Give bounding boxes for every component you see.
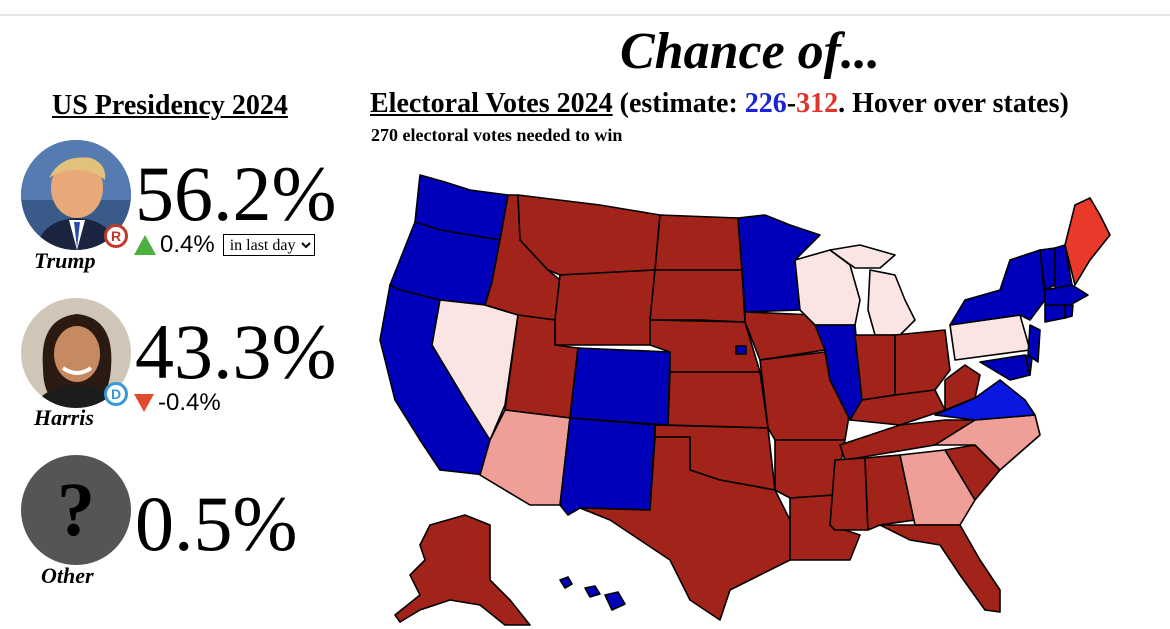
- trump-change-value: 0.4%: [160, 231, 215, 258]
- state-connecticut[interactable]: [1044, 304, 1066, 323]
- other-avatar: ?: [21, 455, 131, 565]
- other-percent: 0.5%: [135, 480, 298, 567]
- up-arrow-icon: [134, 235, 156, 255]
- state-new-york[interactable]: [949, 249, 1046, 326]
- state-delaware[interactable]: [1024, 354, 1033, 376]
- rep-electoral-votes: 312: [796, 88, 839, 119]
- electoral-title-underlined: Electoral Votes 2024: [370, 88, 613, 119]
- harris-name: Harris: [34, 405, 94, 430]
- trump-percent: 56.2%: [135, 150, 337, 237]
- state-colorado[interactable]: [569, 347, 671, 426]
- harris-avatar: [21, 298, 131, 408]
- trump-name: Trump: [34, 248, 96, 273]
- state-new-jersey[interactable]: [1027, 324, 1041, 363]
- state-texas[interactable]: [579, 436, 791, 621]
- state-indiana[interactable]: [854, 334, 896, 401]
- state-michigan[interactable]: [867, 269, 916, 336]
- democrat-badge: D: [104, 382, 128, 406]
- state-rhode-island[interactable]: [1064, 304, 1074, 319]
- votes-needed-text: 270 electoral votes needed to win: [371, 125, 623, 145]
- state-west-virginia[interactable]: [944, 364, 981, 411]
- state-mississippi[interactable]: [829, 457, 869, 531]
- period-select[interactable]: in last day: [222, 234, 315, 256]
- state-michigan-upper[interactable]: [829, 244, 896, 269]
- state-kansas[interactable]: [667, 371, 769, 429]
- harris-change-value: -0.4%: [158, 389, 221, 416]
- harris-change: -0.4%: [134, 389, 221, 417]
- state-alabama[interactable]: [864, 454, 916, 531]
- top-divider: [0, 14, 1170, 16]
- state-maryland[interactable]: [979, 354, 1031, 381]
- state-hawaii[interactable]: [559, 576, 626, 611]
- electoral-votes-title: Electoral Votes 2024 (estimate: 226-312.…: [370, 88, 1069, 120]
- dem-electoral-votes: 226: [744, 88, 787, 119]
- harris-percent: 43.3%: [135, 308, 337, 395]
- state-alaska[interactable]: [394, 514, 531, 626]
- down-arrow-icon: [134, 394, 154, 412]
- republican-badge: R: [104, 224, 128, 248]
- estimate-label: (estimate:: [612, 88, 745, 119]
- question-mark-icon: ?: [57, 468, 95, 552]
- state-iowa[interactable]: [744, 311, 826, 361]
- state-massachusetts[interactable]: [1044, 284, 1089, 306]
- state-wyoming[interactable]: [554, 269, 656, 346]
- state-north-dakota[interactable]: [654, 214, 743, 271]
- hover-hint: . Hover over states): [838, 88, 1069, 119]
- us-electoral-map[interactable]: [370, 165, 1160, 629]
- page-headline: Chance of...: [620, 23, 880, 80]
- estimate-dash: -: [786, 88, 797, 119]
- trump-change: 0.4% in last day: [134, 231, 315, 259]
- state-south-dakota[interactable]: [649, 269, 746, 323]
- state-florida[interactable]: [879, 524, 1001, 613]
- nebraska-district-marker[interactable]: [735, 345, 747, 355]
- state-ohio[interactable]: [894, 329, 951, 396]
- presidency-title: US Presidency 2024: [52, 90, 288, 121]
- state-maine[interactable]: [1064, 197, 1111, 286]
- other-name: Other: [41, 563, 94, 588]
- state-new-mexico[interactable]: [559, 417, 656, 516]
